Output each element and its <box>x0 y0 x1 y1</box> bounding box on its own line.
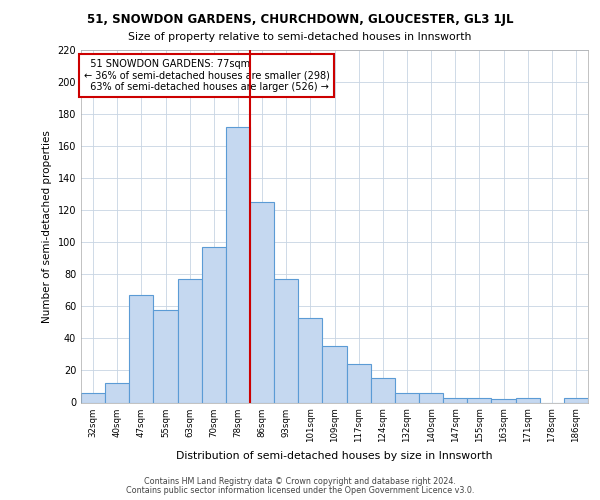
Bar <box>443 398 467 402</box>
Bar <box>274 279 298 402</box>
Text: Contains HM Land Registry data © Crown copyright and database right 2024.: Contains HM Land Registry data © Crown c… <box>144 477 456 486</box>
Text: Size of property relative to semi-detached houses in Innsworth: Size of property relative to semi-detach… <box>128 32 472 42</box>
Y-axis label: Number of semi-detached properties: Number of semi-detached properties <box>42 130 52 322</box>
Text: Contains public sector information licensed under the Open Government Licence v3: Contains public sector information licen… <box>126 486 474 495</box>
Bar <box>491 400 515 402</box>
Bar <box>515 398 540 402</box>
Bar <box>395 393 419 402</box>
Bar <box>419 393 443 402</box>
Bar <box>178 279 202 402</box>
Bar <box>129 295 154 403</box>
Text: 51, SNOWDON GARDENS, CHURCHDOWN, GLOUCESTER, GL3 1JL: 51, SNOWDON GARDENS, CHURCHDOWN, GLOUCES… <box>87 12 513 26</box>
Bar <box>81 393 105 402</box>
Bar <box>564 398 588 402</box>
Bar <box>226 127 250 402</box>
Bar <box>298 318 322 402</box>
Bar <box>154 310 178 402</box>
Bar <box>347 364 371 403</box>
Text: 51 SNOWDON GARDENS: 77sqm
← 36% of semi-detached houses are smaller (298)
  63% : 51 SNOWDON GARDENS: 77sqm ← 36% of semi-… <box>83 59 329 92</box>
Bar <box>322 346 347 403</box>
Bar <box>105 384 129 402</box>
Bar <box>371 378 395 402</box>
Bar <box>467 398 491 402</box>
Bar <box>250 202 274 402</box>
Bar <box>202 247 226 402</box>
X-axis label: Distribution of semi-detached houses by size in Innsworth: Distribution of semi-detached houses by … <box>176 450 493 460</box>
